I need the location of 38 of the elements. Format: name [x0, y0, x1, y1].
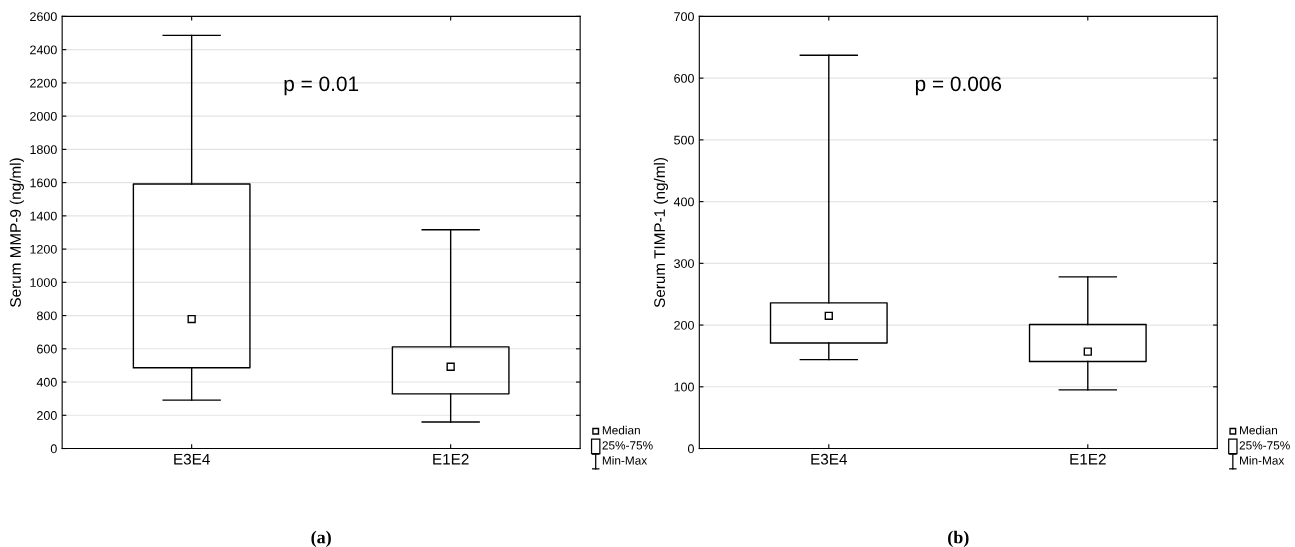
y-tick-label: 400: [36, 377, 57, 387]
y-tick-label: 100: [674, 382, 694, 392]
y-axis-title: Serum MMP-9 (ng/ml): [9, 158, 24, 307]
x-tick-label: E1E2: [433, 453, 469, 465]
annotation: p = 0.01: [284, 76, 359, 96]
text: 25%-75%: [1239, 441, 1290, 450]
y-tick-label: 2600: [30, 12, 57, 22]
y-tick-label: 0: [50, 444, 57, 454]
y-tick-label: 800: [36, 311, 57, 321]
y-tick-label: 400: [673, 197, 694, 207]
y-tick-label: 300: [674, 259, 694, 268]
text: (b): [948, 530, 969, 547]
text: 25%-75%: [602, 441, 653, 450]
x-tick-label: E3E4: [811, 453, 848, 465]
y-tick-label: 1800: [30, 145, 57, 155]
y-tick-label: 2400: [30, 45, 57, 55]
y-tick-label: 0: [687, 444, 694, 454]
y-tick-label: 500: [674, 135, 694, 145]
x-tick-label: E3E4: [174, 453, 210, 465]
y-tick-label: 200: [674, 320, 694, 330]
y-tick-label: 2000: [30, 111, 57, 121]
y-tick-label: 1400: [30, 211, 57, 221]
annotation: p = 0.006: [915, 76, 1002, 96]
y-tick-label: 600: [37, 344, 57, 354]
y-tick-label: 1000: [30, 278, 57, 287]
y-tick-label: 2200: [30, 78, 57, 88]
x-tick-label: E1E2: [1070, 453, 1106, 465]
text: Min-Max: [602, 456, 648, 465]
text: Median: [1240, 425, 1278, 435]
y-tick-label: 600: [674, 73, 694, 83]
y-tick-label: 1200: [30, 244, 57, 254]
y-tick-label: 200: [37, 411, 57, 420]
y-axis-title: Serum TIMP-1 (ng/ml): [653, 158, 669, 308]
y-tick-label: 700: [674, 12, 694, 22]
y-tick-label: 1600: [30, 178, 57, 188]
text: Median: [602, 425, 640, 435]
text: Min-Max: [1240, 456, 1285, 465]
text: (a): [311, 530, 331, 547]
